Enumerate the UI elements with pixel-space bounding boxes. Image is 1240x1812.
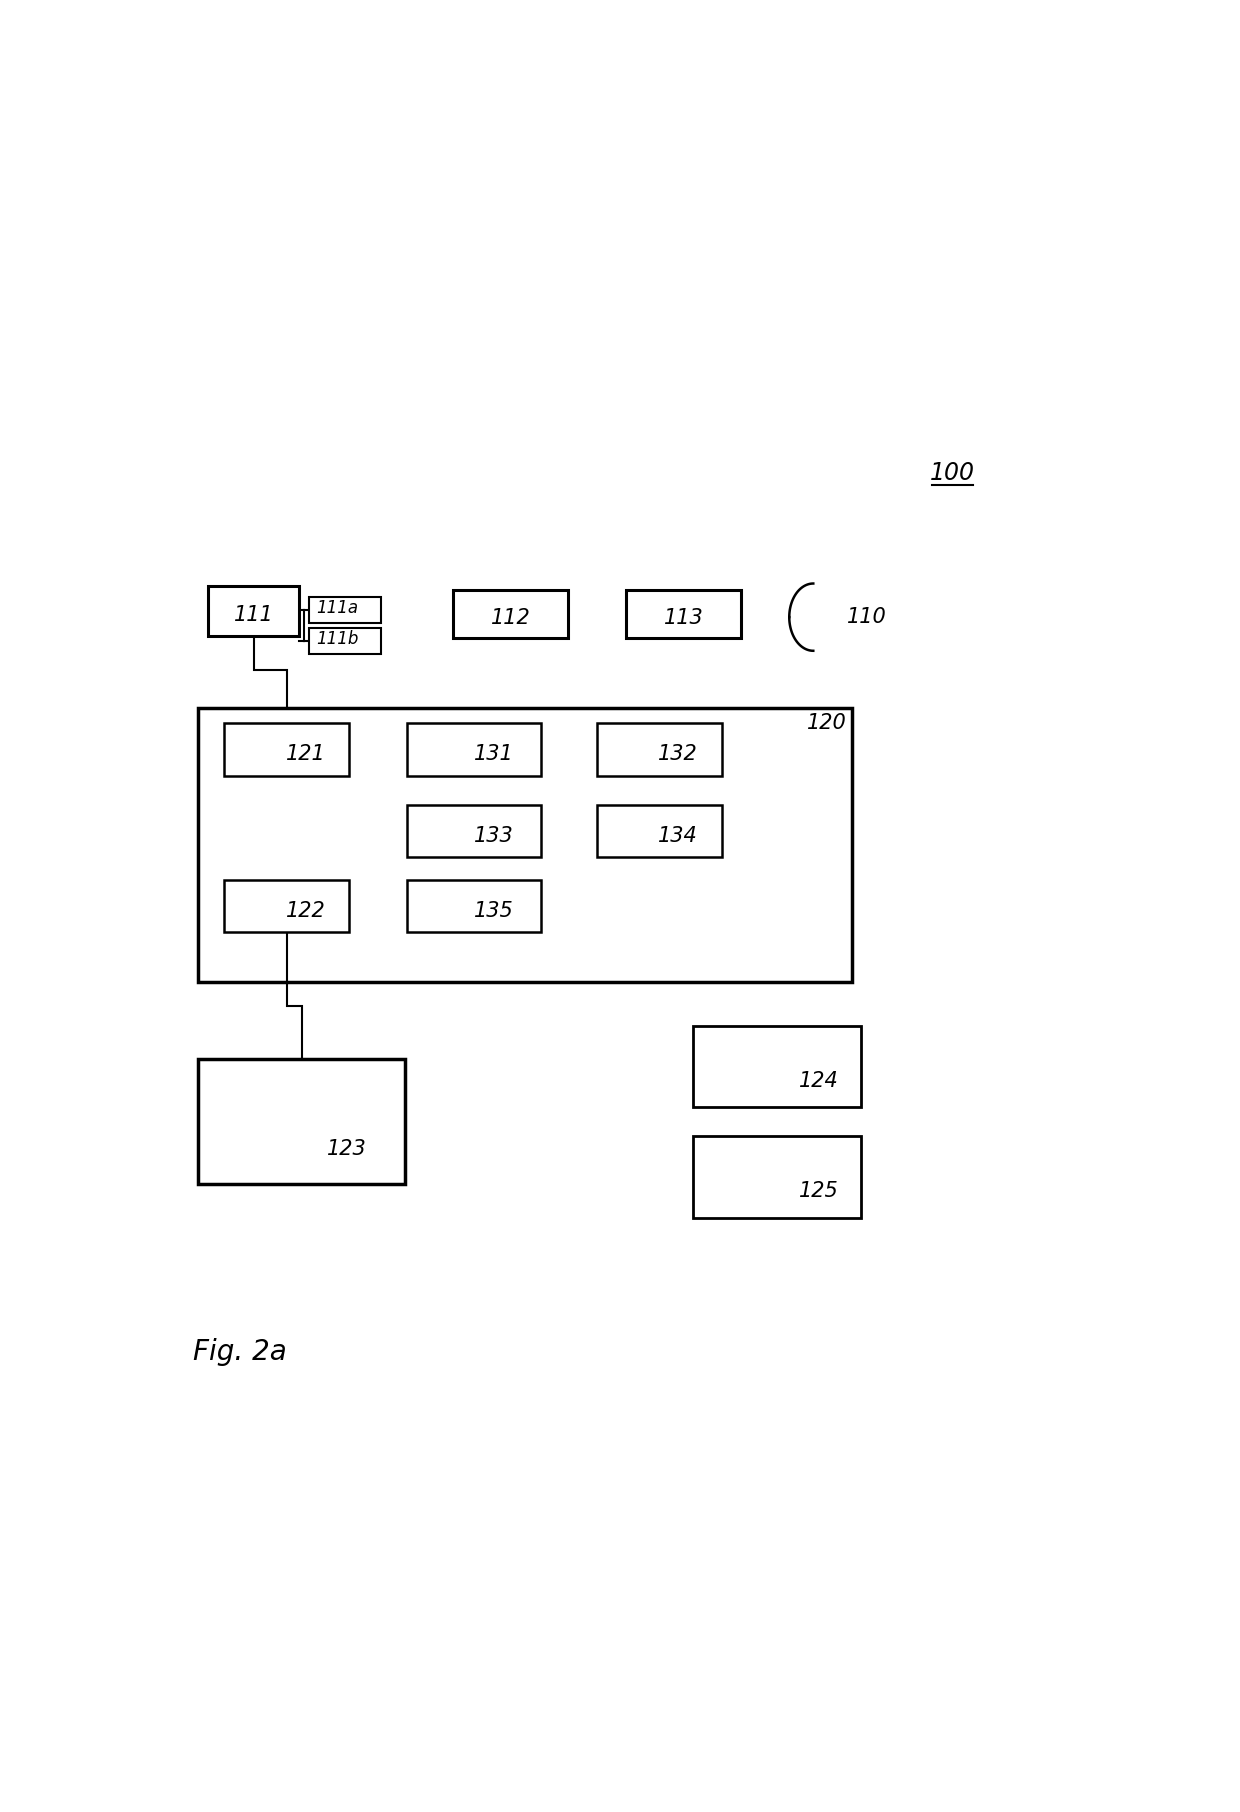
Text: 100: 100 [930,460,975,486]
Bar [407,723,542,776]
Text: 111a: 111a [316,600,358,618]
Text: 135: 135 [475,901,515,920]
Text: 134: 134 [658,826,698,846]
Bar [407,879,542,933]
Bar [198,1060,404,1183]
Bar [626,591,742,638]
Bar [309,627,381,654]
Text: 111b: 111b [316,631,358,649]
Text: 110: 110 [847,607,887,627]
Text: 125: 125 [800,1181,839,1201]
Text: 124: 124 [800,1071,839,1091]
Bar [224,879,350,933]
Bar [596,723,722,776]
Bar [224,723,350,776]
Bar [198,708,852,982]
Bar [208,587,299,636]
Text: 120: 120 [807,714,847,734]
Text: 123: 123 [327,1140,367,1160]
Bar [407,805,542,857]
Text: 132: 132 [658,745,698,765]
Text: 111: 111 [233,605,273,625]
Bar [309,596,381,623]
Text: 131: 131 [475,745,515,765]
Text: 112: 112 [491,607,531,627]
Text: 121: 121 [285,745,325,765]
Text: 122: 122 [285,901,325,920]
Bar [596,805,722,857]
Bar [693,1026,862,1107]
Bar [453,591,568,638]
Text: 133: 133 [475,826,515,846]
Bar [693,1136,862,1218]
Text: Fig. 2a: Fig. 2a [193,1339,288,1366]
Text: 113: 113 [663,607,703,627]
